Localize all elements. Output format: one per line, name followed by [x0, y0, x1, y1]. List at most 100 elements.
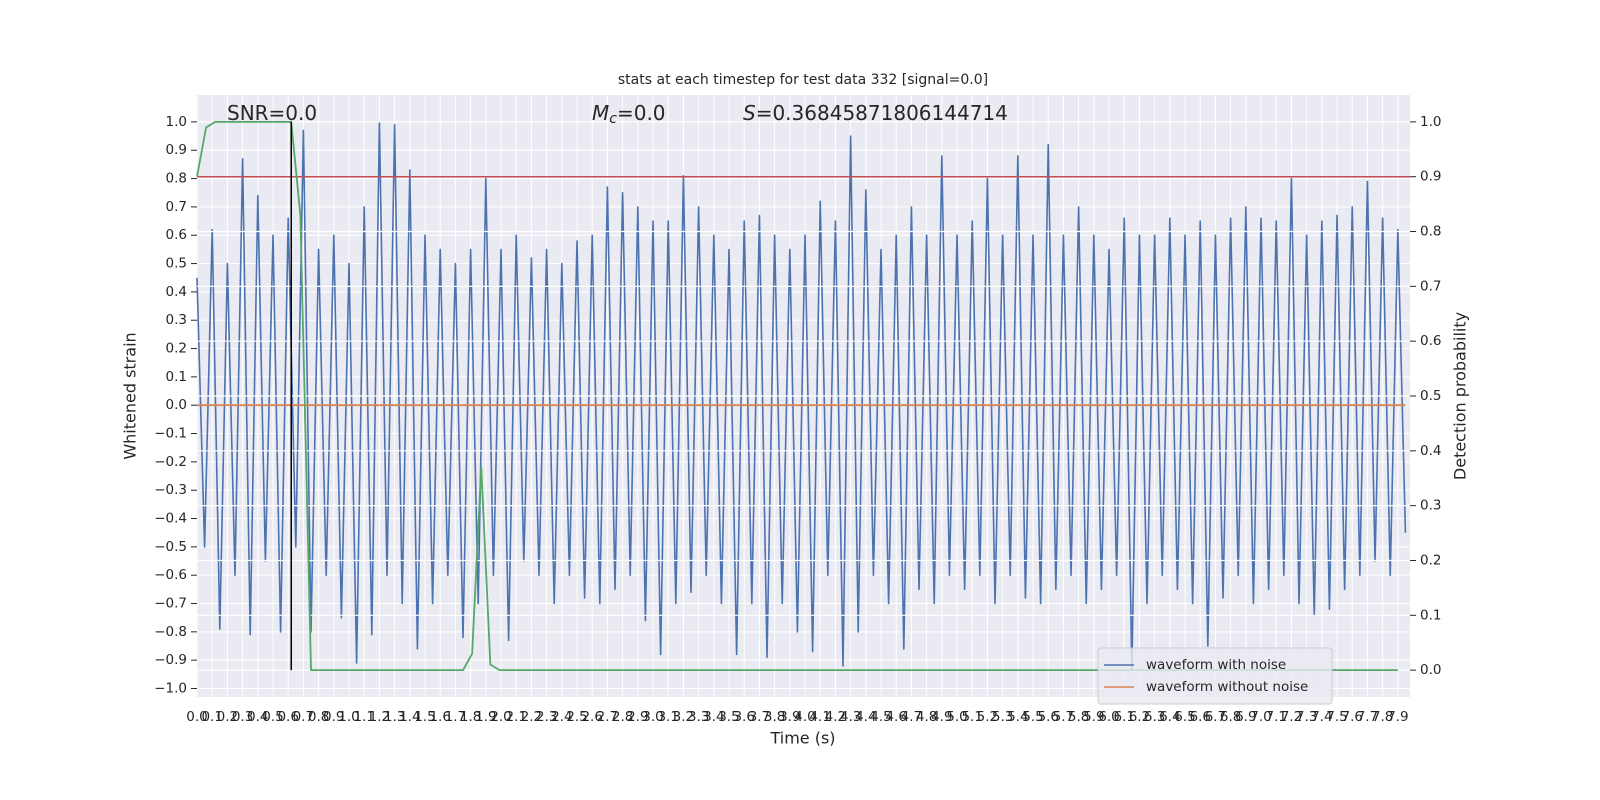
y2-axis-label: Detection probability: [1451, 312, 1470, 480]
x-tick-label: 2.4: [551, 709, 572, 725]
y-tick-label: 0.0: [166, 397, 187, 413]
x-tick-label: 3.3: [688, 709, 709, 725]
legend-label: waveform without noise: [1146, 679, 1308, 695]
annotation: SNR=0.0: [227, 101, 317, 125]
x-tick-label: 7.7: [1357, 709, 1378, 725]
x-tick-label: 5.2: [977, 709, 998, 725]
y2-tick-label: 0.4: [1420, 443, 1441, 459]
x-tick-label: 1.4: [399, 709, 420, 725]
y2-tick-label: 0.1: [1420, 607, 1441, 623]
x-tick-label: 3.0: [642, 709, 663, 725]
y-tick-label: 0.7: [166, 199, 187, 215]
y-tick-label: 0.4: [166, 284, 187, 300]
x-tick-label: 1.3: [384, 709, 405, 725]
x-tick-label: 3.4: [703, 709, 724, 725]
x-tick-label: 0.5: [262, 709, 283, 725]
x-tick-label: 7.4: [1311, 709, 1332, 725]
annotation-text: SNR=0.0: [227, 101, 317, 125]
y-tick-label: −0.2: [154, 454, 187, 470]
x-tick-label: 6.7: [1205, 709, 1226, 725]
y2-tick-label: 0.0: [1420, 662, 1441, 678]
x-tick-label: 2.9: [627, 709, 648, 725]
x-tick-label: 6.6: [1189, 709, 1210, 725]
x-tick-label: 0.6: [277, 709, 298, 725]
x-tick-label: 3.2: [673, 709, 694, 725]
x-tick-label: 7.0: [1250, 709, 1271, 725]
x-tick-label: 3.8: [764, 709, 785, 725]
x-tick-label: 0.3: [232, 709, 253, 725]
x-tick-label: 7.3: [1296, 709, 1317, 725]
x-tick-label: 4.9: [931, 709, 952, 725]
x-tick-label: 3.9: [779, 709, 800, 725]
x-tick-label: 6.2: [1129, 709, 1150, 725]
x-tick-label: 1.5: [414, 709, 435, 725]
x-tick-label: 0.9: [323, 709, 344, 725]
annotation-text: =0.36845871806144714: [756, 101, 1008, 125]
x-tick-label: 6.9: [1235, 709, 1256, 725]
x-tick-label: 6.0: [1098, 709, 1119, 725]
x-tick-label: 4.8: [916, 709, 937, 725]
x-tick-label: 5.8: [1068, 709, 1089, 725]
x-tick-label: 2.5: [566, 709, 587, 725]
x-tick-label: 4.5: [870, 709, 891, 725]
y2-tick-label: 0.5: [1420, 388, 1441, 404]
x-tick-label: 2.1: [505, 709, 526, 725]
y-tick-label: −0.9: [154, 652, 187, 668]
x-tick-label: 6.1: [1113, 709, 1134, 725]
x-tick-label: 6.3: [1144, 709, 1165, 725]
y2-tick-label: 0.9: [1420, 169, 1441, 185]
x-tick-label: 4.3: [840, 709, 861, 725]
x-tick-label: 6.8: [1220, 709, 1241, 725]
annotation-symbol: M: [592, 101, 609, 125]
y-tick-label: −0.4: [154, 511, 187, 527]
y2-tick-label: 0.7: [1420, 278, 1441, 294]
x-tick-label: 2.2: [521, 709, 542, 725]
x-tick-label: 4.4: [855, 709, 876, 725]
x-tick-label: 5.0: [946, 709, 967, 725]
x-tick-label: 0.1: [201, 709, 222, 725]
y-tick-label: −0.1: [154, 426, 187, 442]
y2-tick-label: 0.6: [1420, 333, 1441, 349]
x-tick-label: 0.0: [186, 709, 207, 725]
y2-tick-label: 1.0: [1420, 114, 1441, 130]
annotation-subscript: c: [609, 111, 617, 127]
x-tick-label: 5.3: [992, 709, 1013, 725]
x-tick-label: 5.9: [1083, 709, 1104, 725]
x-tick-label: 2.3: [536, 709, 557, 725]
x-tick-label: 3.1: [657, 709, 678, 725]
x-tick-label: 4.2: [825, 709, 846, 725]
x-tick-label: 1.2: [369, 709, 390, 725]
x-tick-label: 1.1: [353, 709, 374, 725]
x-tick-label: 4.7: [901, 709, 922, 725]
annotation: S=0.36845871806144714: [743, 101, 1008, 125]
x-tick-label: 6.5: [1174, 709, 1195, 725]
x-tick-label: 7.9: [1387, 709, 1408, 725]
x-tick-label: 5.4: [1007, 709, 1028, 725]
x-tick-label: 7.8: [1372, 709, 1393, 725]
x-tick-label: 3.6: [733, 709, 754, 725]
y2-tick-label: 0.3: [1420, 498, 1441, 514]
x-tick-label: 1.6: [429, 709, 450, 725]
series-line: [196, 120, 1398, 672]
y-tick-label: −0.3: [154, 482, 187, 498]
x-tick-label: 2.8: [612, 709, 633, 725]
x-tick-label: 0.8: [308, 709, 329, 725]
y-tick-label: 0.1: [166, 369, 187, 385]
x-tick-label: 2.0: [490, 709, 511, 725]
x-tick-label: 5.1: [961, 709, 982, 725]
x-tick-label: 6.4: [1159, 709, 1180, 725]
y2-tick-label: 0.8: [1420, 224, 1441, 240]
x-tick-label: 5.7: [1053, 709, 1074, 725]
x-tick-label: 0.7: [293, 709, 314, 725]
x-tick-label: 1.8: [460, 709, 481, 725]
x-tick-label: 0.2: [217, 709, 238, 725]
y-tick-label: −0.7: [154, 596, 187, 612]
x-tick-label: 7.6: [1341, 709, 1362, 725]
annotation-symbol: S: [743, 101, 756, 125]
y-tick-label: 0.5: [166, 256, 187, 272]
x-tick-label: 2.6: [581, 709, 602, 725]
y-axis-label: Whitened strain: [121, 332, 140, 459]
x-tick-label: 4.1: [809, 709, 830, 725]
y-tick-label: 0.9: [166, 142, 187, 158]
y-tick-label: −0.6: [154, 567, 187, 583]
